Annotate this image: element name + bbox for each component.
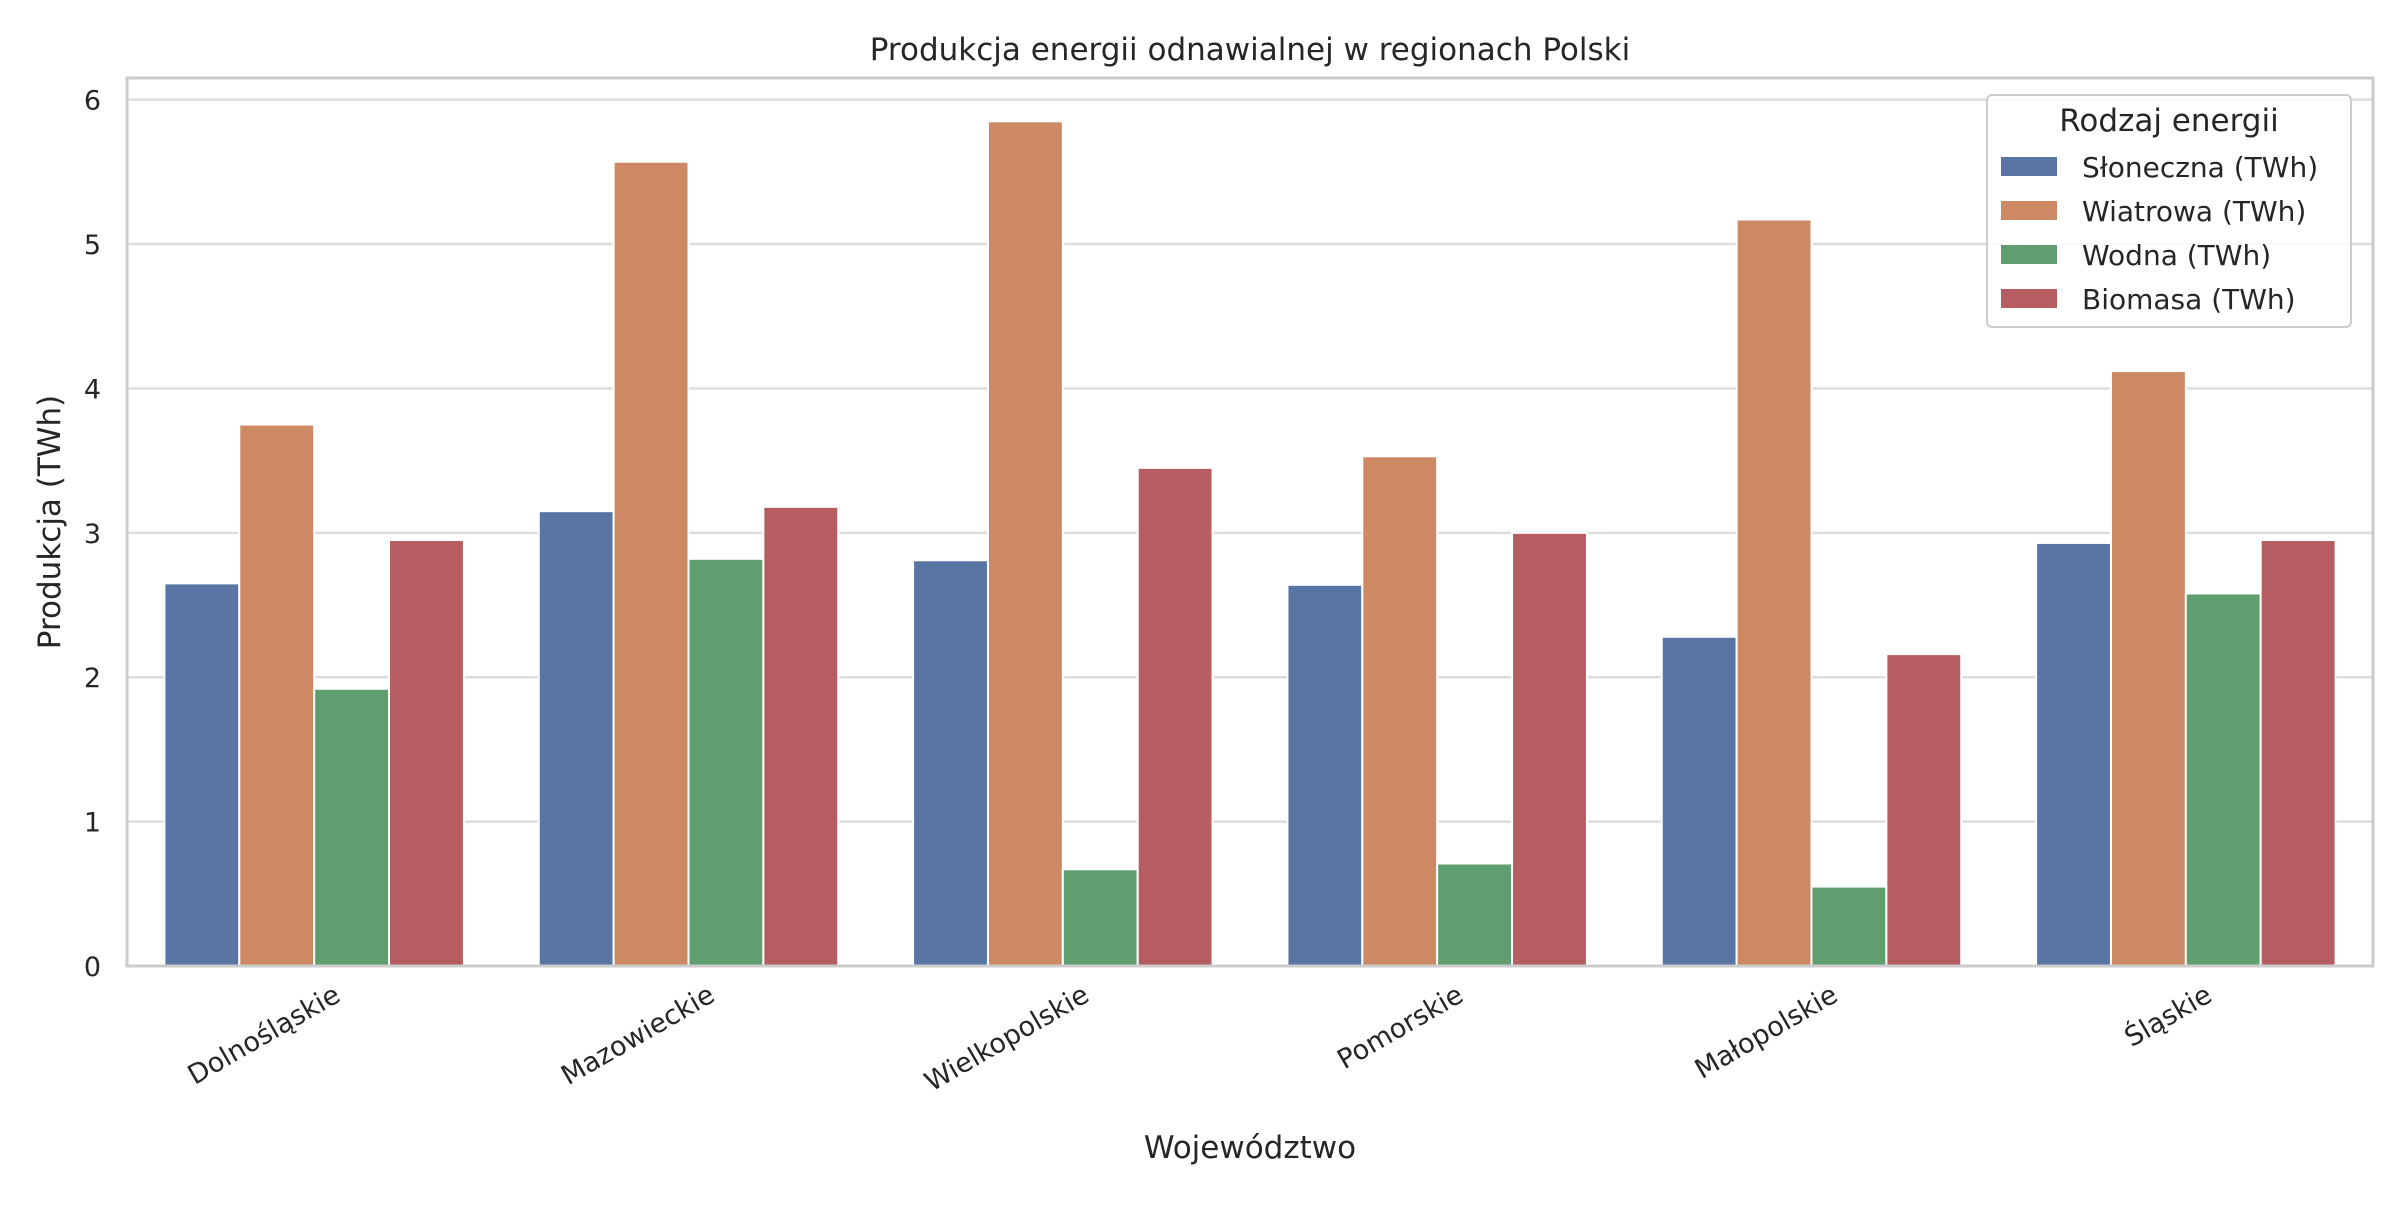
bar bbox=[1511, 531, 1588, 968]
y-tick-label: 6 bbox=[84, 86, 101, 117]
bar bbox=[1136, 466, 1214, 967]
legend-items: Słoneczna (TWh) Wiatrowa (TWh) Wodna (TWh)… bbox=[2001, 151, 2318, 316]
chart-title: Produkcja energii odnawialnej w regionac… bbox=[870, 32, 1630, 68]
y-tick-label: 3 bbox=[84, 519, 101, 550]
legend-label: Słoneczna (TWh) bbox=[2082, 151, 2318, 184]
bar bbox=[1286, 583, 1364, 967]
bar bbox=[2259, 539, 2337, 967]
plot-frame bbox=[125, 76, 2375, 968]
legend-swatch bbox=[2001, 157, 2057, 176]
y-tick-label: 0 bbox=[84, 952, 101, 983]
bar bbox=[388, 539, 465, 967]
legend-label: Biomasa (TWh) bbox=[2082, 283, 2296, 316]
bars bbox=[163, 120, 2337, 968]
legend: Rodzaj energii Słoneczna (TWh) Wiatrowa (… bbox=[1986, 94, 2352, 328]
bar bbox=[1735, 218, 1813, 967]
y-tick-labels: 0 1 2 3 4 5 6 bbox=[84, 86, 101, 983]
legend-title: Rodzaj energii bbox=[2059, 103, 2278, 139]
bar bbox=[762, 505, 840, 967]
y-tick-label: 4 bbox=[84, 374, 101, 405]
bar bbox=[1361, 455, 1439, 967]
bar bbox=[2184, 592, 2262, 967]
bar bbox=[612, 160, 690, 967]
bar bbox=[986, 120, 1064, 967]
bar bbox=[1660, 635, 1738, 967]
legend-label: Wodna (TWh) bbox=[2082, 239, 2271, 272]
y-tick-label: 2 bbox=[84, 663, 101, 694]
bar bbox=[2035, 541, 2112, 967]
bar bbox=[163, 582, 241, 967]
bar bbox=[537, 510, 615, 967]
y-tick-label: 1 bbox=[84, 808, 101, 839]
bar bbox=[1061, 868, 1139, 968]
legend-swatch bbox=[2001, 245, 2057, 264]
y-tick-label: 5 bbox=[84, 230, 101, 261]
bar bbox=[2109, 370, 2187, 967]
y-axis-label: Produkcja (TWh) bbox=[32, 395, 68, 649]
legend-swatch bbox=[2001, 289, 2057, 308]
bar bbox=[1436, 862, 1514, 967]
x-axis-label: Województwo bbox=[1144, 1130, 1356, 1166]
bar bbox=[1885, 653, 1963, 967]
legend-box bbox=[1986, 94, 2352, 328]
legend-label: Wiatrowa (TWh) bbox=[2082, 195, 2306, 228]
bar bbox=[687, 557, 765, 967]
bar bbox=[912, 559, 989, 967]
bar bbox=[313, 687, 391, 968]
bar bbox=[1810, 885, 1888, 968]
bar bbox=[238, 423, 316, 968]
legend-swatch bbox=[2001, 201, 2057, 220]
